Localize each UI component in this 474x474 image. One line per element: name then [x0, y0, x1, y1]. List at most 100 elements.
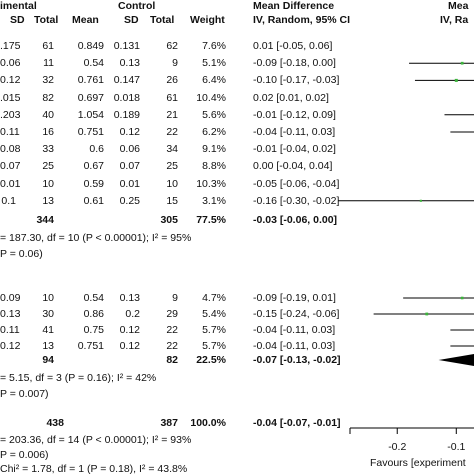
total-experimental: 11 — [43, 57, 54, 70]
sd-experimental: .015 — [0, 91, 21, 104]
subgroup-2-overall-effect: P = 0.007) — [0, 388, 49, 400]
total-experimental: 13 — [42, 194, 54, 207]
ci-value: -0.10 [-0.17, -0.03] — [253, 74, 340, 87]
weight-value: 6.2% — [202, 126, 226, 138]
sd-experimental: 0.13 — [0, 308, 21, 320]
sd-header-experimental: SD — [10, 14, 25, 26]
ci-value: -0.04 [-0.11, 0.03] — [253, 340, 336, 352]
sd-control: 0.06 — [119, 143, 140, 156]
study-marker — [460, 296, 464, 300]
ci-value: 0.00 [-0.04, 0.04] — [253, 160, 333, 173]
overall-heterogeneity: = 203.36, df = 14 (P < 0.00001); I² = 93… — [0, 434, 192, 446]
ci-value: -0.09 [-0.19, 0.01] — [253, 292, 336, 304]
sd-header-control: SD — [124, 14, 139, 26]
sd-experimental: 0.09 — [0, 292, 21, 304]
total-experimental: 16 — [42, 126, 54, 138]
x-tick-label: -0.2 — [388, 441, 407, 453]
mean-control: 0.697 — [77, 91, 104, 104]
ci-value: -0.05 [-0.06, -0.04] — [253, 177, 340, 190]
weight-value: 4.7% — [202, 292, 226, 304]
weight-value: 10.3% — [196, 177, 226, 190]
weight-value: 3.1% — [202, 194, 226, 207]
sd-experimental: 0.08 — [0, 143, 21, 156]
total-experimental: 10 — [42, 292, 54, 304]
subgroup-2-heterogeneity: = 5.15, df = 3 (P = 0.16); I² = 42% — [0, 372, 157, 384]
mean-control: 0.54 — [83, 57, 104, 70]
sd-experimental: 0.1 — [1, 194, 16, 207]
total-experimental: 61 — [42, 40, 54, 52]
sd-control: 0.13 — [119, 57, 140, 70]
subgroup-1-total-control: 305 — [160, 214, 178, 226]
total-experimental: 32 — [42, 74, 54, 87]
ci-value: -0.01 [-0.12, 0.09] — [253, 108, 336, 121]
subgroup-differences: Chi² = 1.78, df = 1 (P = 0.18), I² = 43.… — [0, 463, 188, 474]
sd-experimental: 0.12 — [0, 74, 21, 87]
sd-control: 0.07 — [119, 160, 140, 173]
ci-value: -0.01 [-0.04, 0.02] — [253, 143, 336, 156]
sd-experimental: 0.06 — [0, 57, 21, 70]
total-control: 21 — [166, 108, 178, 121]
total-experimental: 41 — [42, 324, 54, 336]
weight-value: 5.7% — [202, 340, 226, 352]
sd-control: 0.12 — [119, 126, 140, 138]
total-control: 9 — [172, 292, 178, 304]
sd-experimental: .175 — [0, 40, 21, 52]
ci-value: -0.09 [-0.18, 0.00] — [253, 57, 336, 70]
subgroup-2-total-control: 82 — [166, 354, 178, 366]
experimental-group-header: imental — [0, 0, 37, 12]
mean-control: 0.59 — [83, 177, 104, 190]
sd-experimental: 0.11 — [0, 126, 20, 138]
total-header-experimental: Total — [34, 14, 59, 26]
mean-control: 0.751 — [77, 340, 104, 352]
sd-control: 0.018 — [113, 91, 140, 104]
study-marker — [425, 312, 429, 316]
control-group-header: Control — [118, 0, 156, 12]
sd-experimental: 0.12 — [0, 340, 21, 352]
ci-value: -0.15 [-0.24, -0.06] — [253, 308, 340, 320]
weight-value: 10.4% — [196, 91, 226, 104]
subgroup-1-total-weight: 77.5% — [196, 214, 226, 226]
sd-control: 0.2 — [125, 308, 140, 320]
weight-value: 5.1% — [202, 57, 226, 70]
mean-control: 0.54 — [83, 292, 104, 304]
weight-value: 5.6% — [202, 108, 226, 121]
overall-effect: P = 0.006) — [0, 449, 49, 461]
mean-difference-header: Mean Difference — [253, 0, 335, 12]
sd-control: 0.189 — [113, 108, 140, 121]
ci-value: -0.04 [-0.11, 0.03] — [253, 324, 336, 336]
mean-control: 0.761 — [77, 74, 104, 87]
total-control: 22 — [166, 340, 178, 352]
total-control: 34 — [166, 143, 178, 156]
ci-value: 0.02 [0.01, 0.02] — [253, 91, 329, 104]
total-control: 22 — [166, 126, 178, 138]
subgroup-2-total-experimental: 94 — [42, 354, 54, 366]
mean-control: 0.6 — [89, 143, 104, 156]
overall-total-ci: -0.04 [-0.07, -0.01] — [253, 417, 341, 429]
sd-control: 0.01 — [119, 177, 140, 190]
mean-control: 0.75 — [83, 324, 104, 336]
sd-control: 0.25 — [119, 194, 140, 207]
study-marker — [454, 78, 458, 82]
subgroup-1-heterogeneity: = 187.30, df = 10 (P < 0.00001); I² = 95… — [0, 232, 192, 244]
subgroup-1-total-ci: -0.03 [-0.06, 0.00] — [253, 214, 338, 226]
total-control: 10 — [166, 177, 178, 190]
total-control: 29 — [166, 308, 178, 320]
ci-value: 0.01 [-0.05, 0.06] — [253, 40, 333, 52]
mean-control: 0.751 — [77, 126, 104, 138]
sd-control: 0.131 — [113, 40, 140, 52]
total-header-control: Total — [150, 14, 175, 26]
total-control: 25 — [166, 160, 178, 173]
mean-control: 0.67 — [83, 160, 104, 173]
subgroup-2-total-weight: 22.5% — [196, 354, 226, 366]
total-experimental: 40 — [42, 108, 54, 121]
sd-experimental: 0.11 — [0, 324, 20, 336]
overall-total-control: 387 — [160, 417, 178, 429]
mean-control: 0.61 — [83, 194, 104, 207]
sd-control: 0.12 — [119, 340, 140, 352]
mean-control: 0.849 — [77, 40, 104, 52]
mean-header-control: Mean — [72, 14, 99, 26]
weight-header: Weight — [190, 14, 225, 26]
total-experimental: 10 — [42, 177, 54, 190]
